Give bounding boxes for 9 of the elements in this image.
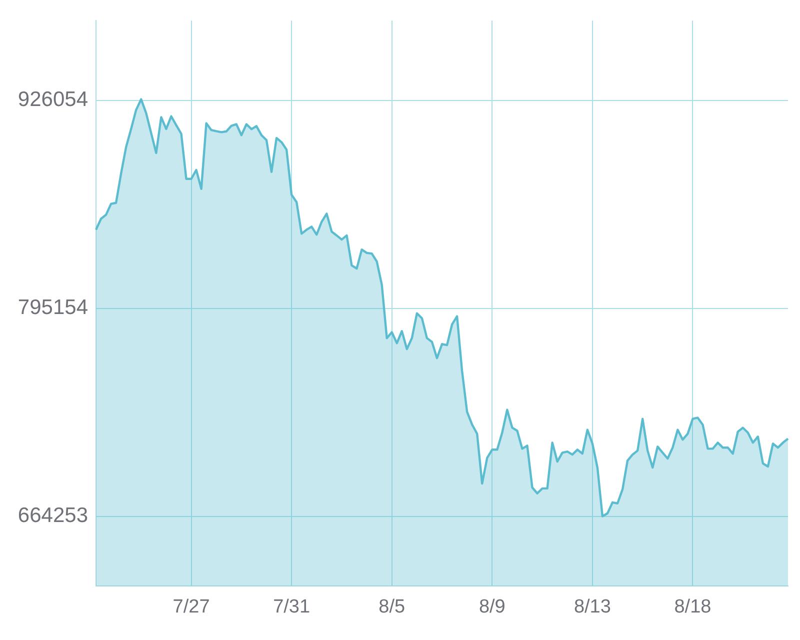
x-tick-label: 8/13 [574, 596, 611, 618]
y-tick-label: 664253 [18, 504, 88, 528]
y-tick-label: 795154 [18, 296, 88, 320]
y-tick-label: 926054 [18, 88, 88, 112]
x-tick-label: 7/27 [172, 596, 210, 618]
x-tick-label: 8/9 [478, 596, 506, 618]
x-tick-label: 7/31 [273, 596, 310, 618]
x-tick-label: 8/18 [674, 596, 712, 618]
x-tick-label: 8/5 [378, 596, 406, 618]
